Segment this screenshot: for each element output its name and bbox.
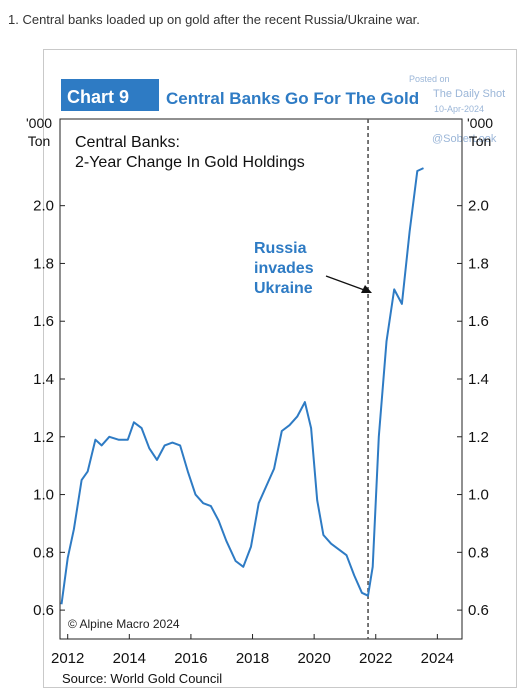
series-line [60, 167, 424, 605]
x-tick-label: 2016 [174, 650, 207, 667]
annotation-arrow-shaft [325, 275, 368, 292]
x-tick-label: 2020 [297, 650, 330, 667]
y-tick-label-left: 0.8 [33, 544, 54, 561]
annotation-line2: invades [254, 260, 314, 277]
y-unit-left-1: '000 [26, 115, 52, 131]
y-tick-label-right: 1.6 [468, 313, 489, 330]
source: Source: World Gold Council [62, 671, 222, 686]
watermark-line2: The Daily Shot [433, 88, 505, 100]
y-tick-label-left: 1.6 [33, 313, 54, 330]
y-tick-label-right: 1.2 [468, 429, 489, 446]
x-tick-label: 2012 [51, 650, 84, 667]
y-tick-label-left: 0.6 [33, 602, 54, 619]
y-tick-label-right: 1.0 [468, 487, 489, 504]
y-tick-label-right: 1.4 [468, 371, 489, 388]
chart-title: Central Banks Go For The Gold [166, 89, 419, 108]
inner-title-1: Central Banks: [75, 134, 180, 151]
annotation-arrow-head [361, 285, 372, 293]
y-tick-label-left: 1.4 [33, 371, 54, 388]
y-tick-label-right: 0.8 [468, 544, 489, 561]
y-tick-label-right: 2.0 [468, 198, 489, 215]
y-tick-label-right: 0.6 [468, 602, 489, 619]
chart-badge [61, 79, 159, 111]
x-tick-label: 2022 [359, 650, 392, 667]
y-tick-label-left: 2.0 [33, 198, 54, 215]
x-tick-label: 2014 [113, 650, 146, 667]
plot-area [59, 118, 463, 640]
y-tick-label-right: 1.8 [468, 255, 489, 272]
caption: 1. Central banks loaded up on gold after… [8, 12, 420, 27]
y-unit-right-2: Ton [469, 133, 492, 149]
watermark-line1: Posted on [409, 74, 450, 84]
annotation-line3: Ukraine [254, 280, 313, 297]
annotation-line1: Russia [254, 240, 307, 257]
x-tick-label: 2018 [236, 650, 269, 667]
watermark-line3: 10-Apr-2024 [434, 104, 484, 114]
y-tick-label-left: 1.0 [33, 487, 54, 504]
y-tick-label-left: 1.8 [33, 255, 54, 272]
y-tick-label-left: 1.2 [33, 429, 54, 446]
y-unit-left-2: Ton [28, 133, 51, 149]
copyright: © Alpine Macro 2024 [68, 617, 180, 631]
chart-badge-label: Chart 9 [67, 87, 129, 107]
x-tick-label: 2024 [421, 650, 454, 667]
y-unit-right-1: '000 [467, 115, 493, 131]
watermark-line4: @SoberLook [432, 133, 497, 145]
inner-title-2: 2-Year Change In Gold Holdings [75, 154, 305, 171]
